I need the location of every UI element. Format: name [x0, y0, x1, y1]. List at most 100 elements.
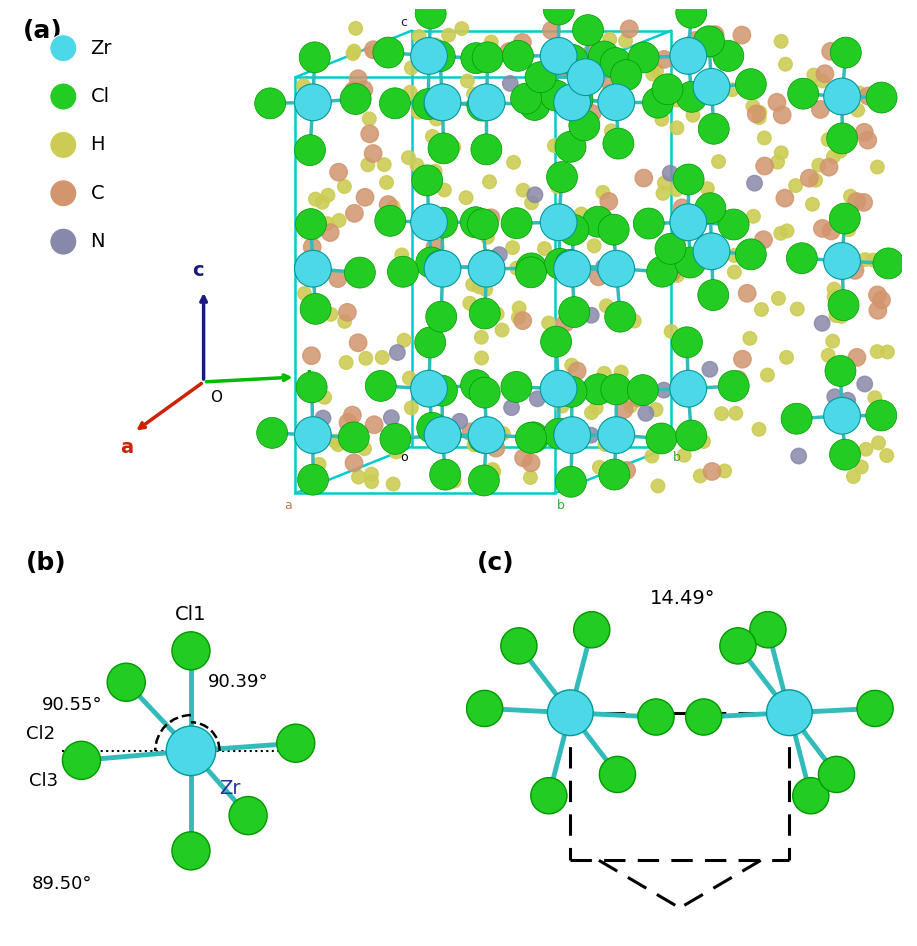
Circle shape [771, 155, 784, 169]
Text: Cl2: Cl2 [26, 725, 55, 743]
Circle shape [548, 381, 561, 394]
Circle shape [460, 207, 492, 237]
Circle shape [467, 90, 498, 121]
Circle shape [603, 33, 616, 46]
Circle shape [50, 228, 77, 255]
Circle shape [314, 57, 327, 70]
Circle shape [588, 39, 602, 52]
Text: b: b [673, 450, 680, 464]
Circle shape [720, 628, 756, 664]
Circle shape [858, 253, 872, 267]
Circle shape [543, 0, 574, 25]
Circle shape [514, 34, 531, 51]
Circle shape [827, 123, 857, 154]
Circle shape [822, 43, 839, 60]
Circle shape [479, 283, 492, 296]
Circle shape [365, 371, 396, 401]
Circle shape [501, 628, 537, 664]
Circle shape [514, 449, 532, 466]
Circle shape [801, 169, 818, 187]
Circle shape [425, 84, 461, 121]
Circle shape [662, 166, 678, 181]
Text: 90.39°: 90.39° [208, 674, 269, 692]
Circle shape [416, 412, 447, 444]
Circle shape [599, 459, 630, 490]
Circle shape [816, 65, 834, 82]
Circle shape [590, 401, 603, 414]
Circle shape [848, 349, 866, 366]
Circle shape [583, 428, 599, 443]
Circle shape [572, 14, 603, 45]
Circle shape [556, 377, 587, 407]
Circle shape [715, 407, 728, 420]
Circle shape [813, 219, 831, 237]
Circle shape [562, 84, 593, 114]
Circle shape [550, 180, 564, 193]
Circle shape [481, 231, 494, 244]
Circle shape [872, 436, 885, 449]
Circle shape [768, 94, 786, 111]
Circle shape [309, 192, 322, 206]
Circle shape [318, 391, 331, 404]
Circle shape [345, 81, 362, 99]
Circle shape [565, 359, 579, 372]
Circle shape [693, 233, 730, 270]
Circle shape [472, 42, 503, 73]
Circle shape [743, 332, 757, 345]
Circle shape [315, 411, 331, 426]
Circle shape [429, 38, 443, 52]
Circle shape [582, 45, 600, 62]
Circle shape [425, 130, 439, 143]
Circle shape [543, 22, 560, 39]
Circle shape [756, 157, 773, 175]
Circle shape [469, 84, 505, 121]
Circle shape [693, 26, 724, 57]
Circle shape [686, 109, 700, 122]
Circle shape [851, 103, 865, 117]
Circle shape [337, 180, 351, 193]
Circle shape [844, 189, 857, 203]
Circle shape [695, 193, 726, 223]
Circle shape [345, 257, 375, 289]
Circle shape [583, 307, 599, 323]
Circle shape [527, 187, 543, 202]
Circle shape [792, 778, 829, 814]
Circle shape [358, 442, 371, 455]
Circle shape [646, 256, 678, 288]
Circle shape [693, 68, 730, 105]
Circle shape [428, 132, 459, 164]
Circle shape [656, 51, 673, 68]
Circle shape [413, 89, 444, 119]
Text: o: o [400, 450, 408, 464]
Circle shape [547, 139, 561, 152]
Circle shape [670, 370, 707, 407]
Circle shape [338, 422, 370, 453]
Circle shape [459, 191, 473, 204]
Circle shape [697, 435, 710, 448]
Circle shape [767, 690, 812, 736]
Circle shape [553, 387, 568, 402]
Circle shape [665, 324, 678, 338]
Circle shape [513, 301, 526, 315]
Circle shape [774, 226, 788, 240]
Circle shape [598, 251, 635, 287]
Circle shape [313, 458, 326, 471]
Circle shape [655, 234, 686, 264]
Circle shape [494, 428, 508, 441]
Circle shape [425, 251, 461, 287]
Circle shape [619, 34, 633, 47]
Circle shape [297, 79, 310, 93]
Text: Cl: Cl [91, 87, 109, 106]
Circle shape [635, 169, 653, 186]
Circle shape [556, 399, 569, 412]
Circle shape [812, 101, 829, 118]
Circle shape [880, 345, 894, 359]
Circle shape [340, 83, 371, 114]
Circle shape [734, 350, 751, 368]
Circle shape [516, 253, 547, 284]
Circle shape [525, 61, 556, 93]
Circle shape [299, 42, 330, 73]
Circle shape [873, 248, 904, 279]
Circle shape [673, 230, 687, 243]
Circle shape [646, 423, 677, 454]
